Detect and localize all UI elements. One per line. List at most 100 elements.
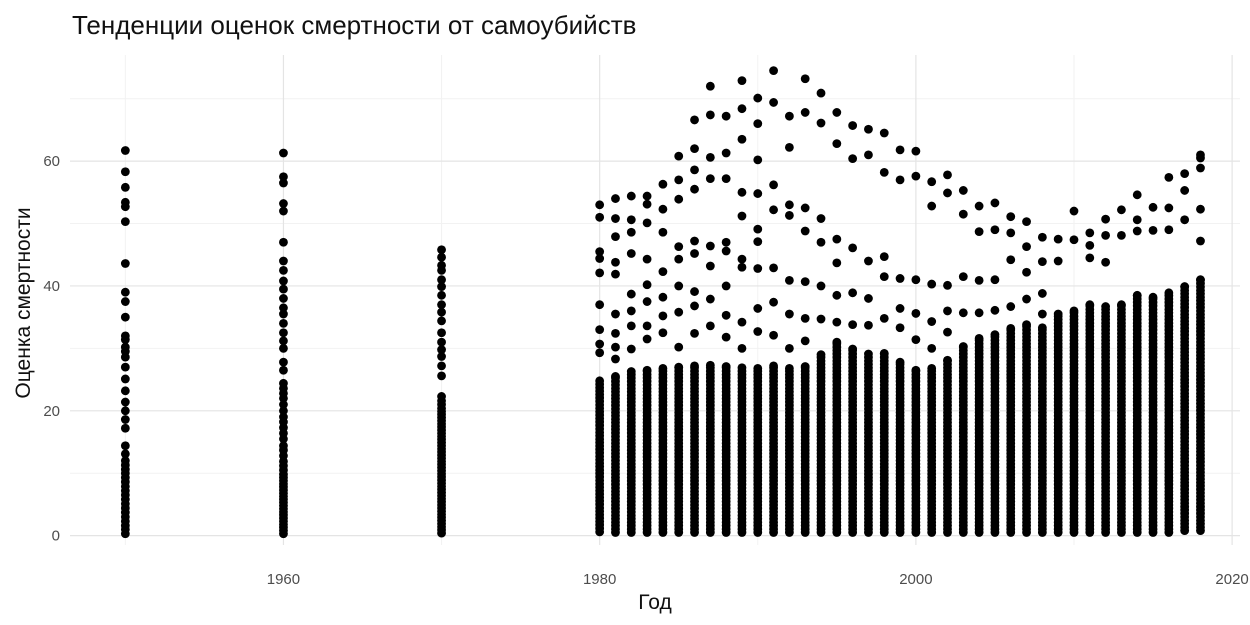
data-point xyxy=(120,423,130,433)
data-point xyxy=(1053,256,1063,266)
data-point xyxy=(437,307,446,317)
data-point xyxy=(1164,172,1174,182)
data-point xyxy=(1164,288,1174,298)
data-point xyxy=(705,174,715,183)
data-point xyxy=(626,321,636,331)
data-point xyxy=(927,343,937,353)
data-point xyxy=(1085,300,1095,310)
data-point xyxy=(769,330,778,340)
data-point xyxy=(279,343,288,353)
data-point xyxy=(120,146,130,155)
data-point xyxy=(753,304,763,313)
data-point xyxy=(800,108,810,117)
data-point xyxy=(120,331,130,341)
data-point xyxy=(848,121,858,130)
data-point xyxy=(674,194,684,204)
data-point xyxy=(279,336,288,346)
data-point xyxy=(279,294,288,303)
data-point xyxy=(279,237,288,247)
data-point xyxy=(690,301,699,311)
data-point xyxy=(1085,228,1095,238)
data-point xyxy=(753,237,763,247)
x-tick-label: 2020 xyxy=(1215,571,1248,588)
data-point xyxy=(705,321,715,331)
data-point xyxy=(800,336,810,346)
data-point xyxy=(611,194,620,203)
data-point xyxy=(769,263,778,273)
data-point xyxy=(895,323,905,333)
data-point xyxy=(626,289,636,299)
data-point xyxy=(120,397,130,407)
data-point xyxy=(753,363,763,373)
data-point xyxy=(437,337,446,347)
data-point xyxy=(1132,290,1142,300)
data-point xyxy=(611,354,620,364)
data-point xyxy=(611,214,620,223)
data-point xyxy=(1101,257,1111,267)
data-point xyxy=(990,305,1000,315)
data-point xyxy=(626,227,636,237)
data-point xyxy=(1037,309,1047,319)
data-point xyxy=(658,227,668,237)
data-point xyxy=(895,274,905,283)
data-point xyxy=(990,330,1000,340)
data-point xyxy=(642,218,652,228)
data-point xyxy=(279,378,288,388)
data-point xyxy=(943,188,952,198)
data-point xyxy=(911,365,921,375)
data-point xyxy=(642,199,652,209)
data-point xyxy=(279,406,288,416)
data-point xyxy=(895,304,905,313)
data-point xyxy=(437,245,446,255)
data-point xyxy=(721,237,731,247)
data-point xyxy=(705,110,715,120)
data-points xyxy=(120,66,1205,539)
data-point xyxy=(279,284,288,294)
x-tick-label: 1980 xyxy=(583,571,616,588)
data-point xyxy=(279,148,288,158)
data-point xyxy=(595,325,605,335)
data-point xyxy=(279,206,288,216)
data-point xyxy=(437,392,446,401)
data-point xyxy=(769,205,778,215)
data-point xyxy=(816,214,826,223)
data-point xyxy=(437,328,446,338)
data-point xyxy=(753,264,763,273)
data-point xyxy=(120,406,130,416)
data-point xyxy=(674,342,684,352)
data-point xyxy=(120,297,130,306)
data-point xyxy=(658,311,668,321)
data-point xyxy=(626,306,636,316)
x-tick-label: 2000 xyxy=(899,571,932,588)
data-point xyxy=(737,187,747,197)
data-point xyxy=(990,275,1000,285)
data-point xyxy=(832,290,842,300)
data-point xyxy=(879,167,889,177)
data-point xyxy=(769,66,778,76)
data-point xyxy=(279,412,288,422)
data-point xyxy=(958,272,968,281)
data-point xyxy=(1053,309,1063,319)
data-point xyxy=(832,258,842,268)
data-point xyxy=(1069,206,1079,216)
data-point xyxy=(753,189,763,198)
data-point xyxy=(279,319,288,328)
data-point xyxy=(705,261,715,271)
data-point xyxy=(674,362,684,372)
data-point xyxy=(990,198,1000,208)
data-point xyxy=(848,344,858,354)
data-point xyxy=(595,376,605,386)
data-point xyxy=(927,177,937,187)
data-point xyxy=(437,252,446,262)
data-point xyxy=(1006,324,1016,333)
data-point xyxy=(705,360,715,370)
data-point xyxy=(674,175,684,185)
data-point xyxy=(1117,300,1126,310)
data-point xyxy=(1006,228,1016,238)
data-point xyxy=(690,165,699,175)
data-point xyxy=(864,256,873,266)
data-point xyxy=(1148,226,1158,235)
data-point xyxy=(1101,302,1111,311)
data-point xyxy=(753,224,763,234)
data-point xyxy=(120,441,130,451)
